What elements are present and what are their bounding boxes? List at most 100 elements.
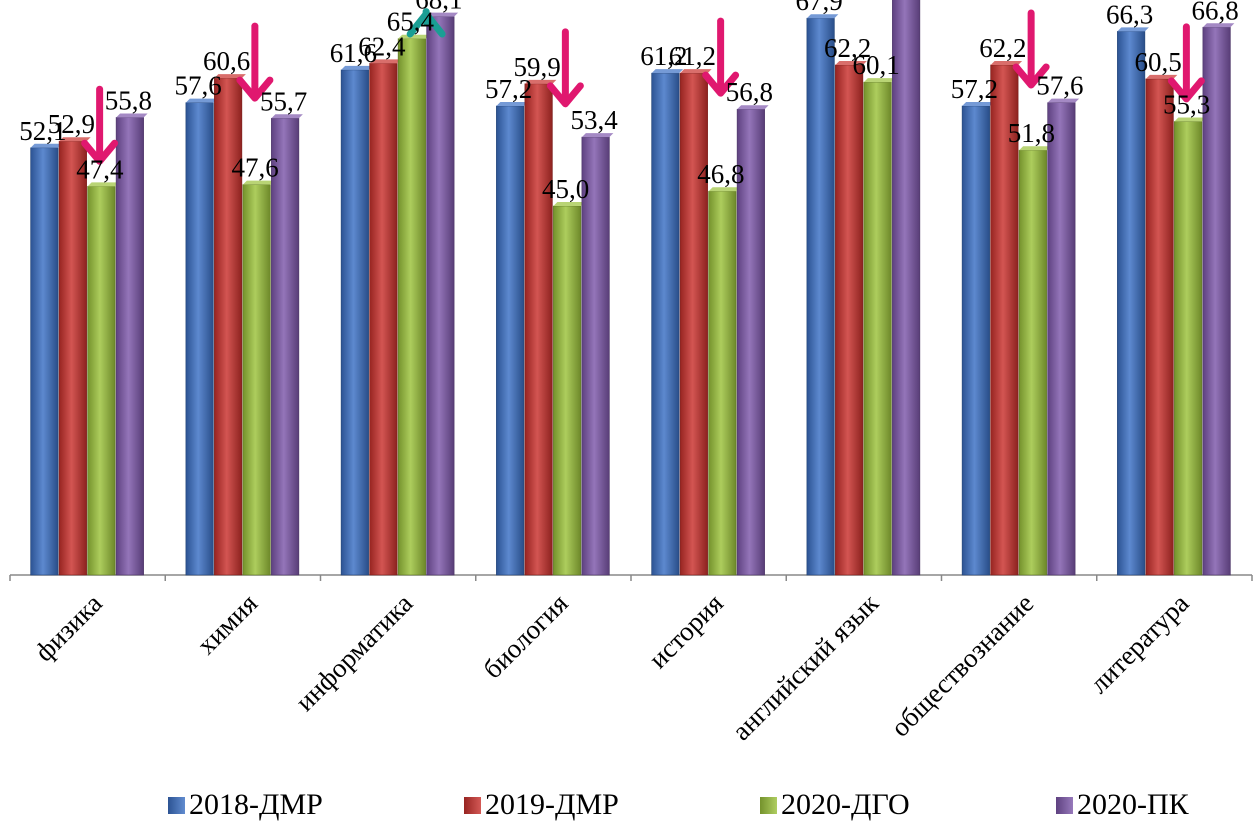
category-labels: физика химия информатика биология историяанг… — [29, 587, 1195, 746]
bar-top — [581, 133, 614, 138]
bar — [397, 38, 426, 576]
legend-label: 2020-ДГО — [781, 788, 910, 821]
category-label: химия — [191, 588, 263, 660]
bar-top — [1047, 98, 1080, 103]
data-label: 55,7 — [260, 86, 307, 116]
bars — [30, 0, 1235, 576]
bar — [736, 108, 765, 576]
legend-swatch — [168, 796, 185, 814]
bar — [185, 102, 214, 576]
data-label: 66,3 — [1106, 0, 1153, 29]
data-label: 67,9 — [796, 0, 843, 16]
data-label: 45,0 — [542, 174, 589, 204]
bar — [426, 16, 455, 576]
category-label: биология — [477, 588, 573, 684]
arrow-up-icon — [406, 8, 446, 38]
data-label: 68,1 — [415, 0, 462, 15]
bar — [242, 184, 271, 576]
bar — [87, 186, 116, 576]
x-axis-ticks — [9, 575, 1253, 581]
bar — [863, 81, 892, 576]
data-label: 57,6 — [175, 71, 222, 101]
data-label: 57,2 — [951, 74, 998, 104]
arrow-down-icon — [1012, 9, 1050, 89]
bar-top — [1117, 27, 1149, 32]
bar-top — [242, 180, 275, 185]
bar — [651, 72, 680, 576]
bar — [1018, 149, 1047, 576]
data-label: 53,4 — [571, 105, 619, 135]
bar-top — [806, 14, 839, 19]
data-labels: 52,152,947,455,8 57,660,647,655,761,662,4… — [19, 0, 1239, 204]
data-label: 57,6 — [1036, 71, 1083, 101]
data-label: 52,9 — [48, 109, 95, 139]
bar — [271, 117, 300, 576]
bar-top — [398, 34, 430, 39]
data-label: 56,8 — [726, 77, 773, 107]
bar — [679, 72, 708, 576]
bar-top — [863, 78, 896, 83]
bar — [369, 63, 398, 576]
data-label: 61,2 — [669, 41, 716, 71]
legend: 2018-ДМР 2019-ДМР 2020-ДГО 2020-ПК — [0, 788, 1254, 828]
bar — [30, 147, 59, 576]
legend-label: 2020-ПК — [1077, 788, 1189, 821]
bar — [553, 205, 582, 576]
legend-swatch — [760, 796, 777, 814]
data-label: 60,6 — [203, 46, 250, 76]
data-label: 60,5 — [1135, 47, 1182, 77]
data-label: 46,8 — [697, 159, 744, 189]
data-label: 52,1 — [19, 116, 66, 146]
bar-top — [990, 60, 1023, 65]
data-label: 60,1 — [853, 50, 900, 80]
bar-top — [214, 74, 246, 79]
data-label: 57,2 — [485, 74, 532, 104]
bar-top — [30, 143, 63, 148]
bar-chart: 52,152,947,455,8 57,660,647,655,761,662,4… — [9, 0, 1253, 746]
legend-item: 2020-ДГО — [760, 788, 910, 822]
bar-top — [116, 113, 148, 118]
arrow-down-icon — [546, 28, 584, 108]
arrow-down-icon — [81, 85, 119, 165]
bar-top — [1174, 117, 1206, 122]
data-label: 51,8 — [1008, 118, 1055, 148]
bar-top — [651, 69, 684, 74]
bar-top — [271, 114, 303, 119]
data-label: 55,8 — [105, 85, 152, 115]
category-label: обществознание — [885, 588, 1040, 743]
data-label: 61,2 — [640, 41, 687, 71]
bar — [961, 105, 990, 576]
bar — [1145, 78, 1174, 576]
bar-top — [737, 105, 769, 110]
data-label: 59,9 — [514, 52, 561, 82]
bar — [806, 17, 835, 576]
legend-item: 2019-ДМР — [464, 788, 619, 822]
legend-swatch — [1056, 796, 1073, 814]
bar-top — [553, 202, 585, 206]
bar-top — [962, 101, 994, 106]
bar — [708, 190, 737, 576]
bar — [58, 140, 87, 576]
bar-top — [708, 187, 741, 192]
bar-top — [185, 98, 218, 103]
bar — [892, 0, 921, 576]
bar — [1202, 26, 1231, 576]
category-label: английский язык — [726, 587, 885, 746]
trend-arrows — [81, 8, 1205, 165]
arrow-down-icon — [236, 22, 274, 102]
bar-top — [1202, 23, 1235, 28]
bar-top — [426, 12, 459, 17]
bar-top — [680, 69, 712, 74]
category-label: информатика — [290, 588, 419, 717]
bar — [581, 136, 610, 576]
data-label: 47,6 — [232, 153, 279, 183]
bar — [115, 117, 144, 576]
bar — [835, 64, 864, 576]
bar-top — [59, 137, 91, 142]
bar — [1047, 102, 1076, 576]
bar-top — [341, 65, 373, 70]
bar — [1174, 121, 1203, 576]
legend-item: 2018-ДМР — [168, 788, 323, 822]
data-label: 62,2 — [979, 33, 1026, 63]
bar — [990, 64, 1019, 576]
